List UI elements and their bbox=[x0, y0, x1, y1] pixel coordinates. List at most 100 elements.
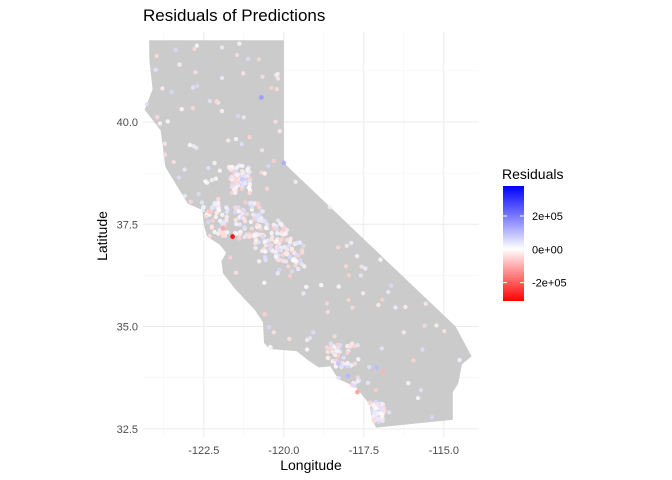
data-point bbox=[234, 221, 239, 227]
data-point bbox=[371, 410, 376, 415]
data-point bbox=[193, 70, 198, 75]
data-point bbox=[289, 246, 295, 251]
data-point bbox=[188, 199, 193, 204]
data-point bbox=[263, 249, 268, 254]
data-point bbox=[251, 217, 257, 222]
data-point bbox=[457, 357, 462, 363]
chart-title: Residuals of Predictions bbox=[143, 6, 325, 25]
data-point bbox=[247, 182, 253, 187]
data-point bbox=[293, 179, 298, 184]
data-point bbox=[380, 418, 385, 424]
data-point bbox=[219, 230, 224, 235]
data-point bbox=[239, 186, 245, 191]
data-point-highlighted bbox=[380, 369, 386, 374]
legend-label: -2e+05 bbox=[532, 278, 567, 290]
data-point bbox=[332, 334, 337, 339]
data-point bbox=[271, 158, 276, 164]
data-point bbox=[222, 233, 227, 238]
data-point bbox=[297, 258, 303, 263]
data-point bbox=[177, 62, 182, 67]
data-point bbox=[237, 163, 242, 168]
data-point bbox=[249, 226, 254, 231]
data-point bbox=[336, 375, 341, 381]
data-point bbox=[348, 344, 353, 349]
data-point-highlighted bbox=[374, 365, 379, 370]
data-point bbox=[259, 170, 264, 175]
data-point bbox=[373, 388, 378, 393]
data-point bbox=[382, 408, 387, 413]
data-point bbox=[253, 237, 259, 243]
data-point bbox=[233, 205, 238, 210]
legend-label: 2e+05 bbox=[532, 211, 563, 223]
data-point bbox=[283, 231, 288, 236]
data-point bbox=[370, 414, 376, 419]
data-point bbox=[304, 284, 309, 290]
data-point bbox=[330, 359, 335, 364]
data-point bbox=[233, 270, 239, 275]
legend: Residuals 2e+05 0e+00 -2e+05 bbox=[502, 166, 567, 301]
data-point bbox=[280, 252, 285, 258]
data-point bbox=[380, 297, 385, 302]
data-point bbox=[301, 291, 306, 296]
data-point bbox=[157, 121, 163, 126]
data-point bbox=[356, 357, 361, 362]
data-point bbox=[209, 224, 214, 229]
data-point bbox=[262, 280, 267, 285]
data-point bbox=[327, 204, 332, 210]
data-point bbox=[411, 358, 416, 363]
data-point bbox=[243, 200, 248, 205]
data-point bbox=[169, 89, 174, 95]
data-point bbox=[256, 259, 262, 264]
data-point bbox=[226, 138, 231, 143]
data-point bbox=[345, 360, 350, 366]
data-point bbox=[256, 57, 262, 62]
data-point bbox=[199, 200, 205, 205]
data-point bbox=[229, 164, 235, 170]
data-point bbox=[264, 186, 270, 191]
data-point bbox=[242, 224, 247, 230]
data-point bbox=[282, 225, 287, 230]
data-point bbox=[179, 107, 184, 112]
data-point bbox=[289, 269, 295, 274]
data-point bbox=[162, 141, 167, 146]
data-point bbox=[352, 383, 357, 389]
data-point bbox=[155, 115, 160, 120]
data-point bbox=[374, 406, 379, 411]
data-point bbox=[242, 234, 247, 240]
data-point bbox=[213, 176, 219, 181]
data-point bbox=[253, 245, 258, 251]
data-point bbox=[207, 98, 212, 104]
data-point bbox=[328, 341, 333, 346]
data-point bbox=[319, 282, 324, 288]
data-point bbox=[224, 205, 229, 210]
data-point bbox=[195, 83, 200, 89]
legend-label: 0e+00 bbox=[532, 244, 563, 256]
data-point bbox=[219, 220, 225, 225]
data-point bbox=[288, 236, 293, 241]
data-point bbox=[294, 240, 300, 246]
data-point bbox=[287, 336, 292, 342]
data-point bbox=[434, 323, 439, 328]
data-point bbox=[286, 243, 292, 248]
data-point bbox=[429, 415, 435, 420]
data-point bbox=[247, 134, 252, 140]
data-point bbox=[387, 410, 392, 415]
data-point bbox=[260, 74, 265, 79]
data-point-highlighted bbox=[214, 99, 220, 104]
data-point bbox=[406, 381, 411, 386]
data-point bbox=[403, 304, 408, 310]
x-tick-label: -120.0 bbox=[268, 445, 299, 457]
data-point bbox=[281, 258, 286, 264]
data-point bbox=[212, 229, 217, 235]
data-point-highlighted bbox=[259, 95, 264, 100]
data-point bbox=[268, 344, 273, 350]
data-point bbox=[284, 250, 290, 256]
data-point bbox=[244, 211, 250, 217]
data-point bbox=[371, 417, 376, 423]
data-point bbox=[194, 43, 200, 48]
data-point bbox=[299, 250, 305, 255]
data-point-highlighted bbox=[355, 389, 360, 395]
data-point bbox=[363, 266, 368, 271]
data-point bbox=[350, 305, 355, 310]
